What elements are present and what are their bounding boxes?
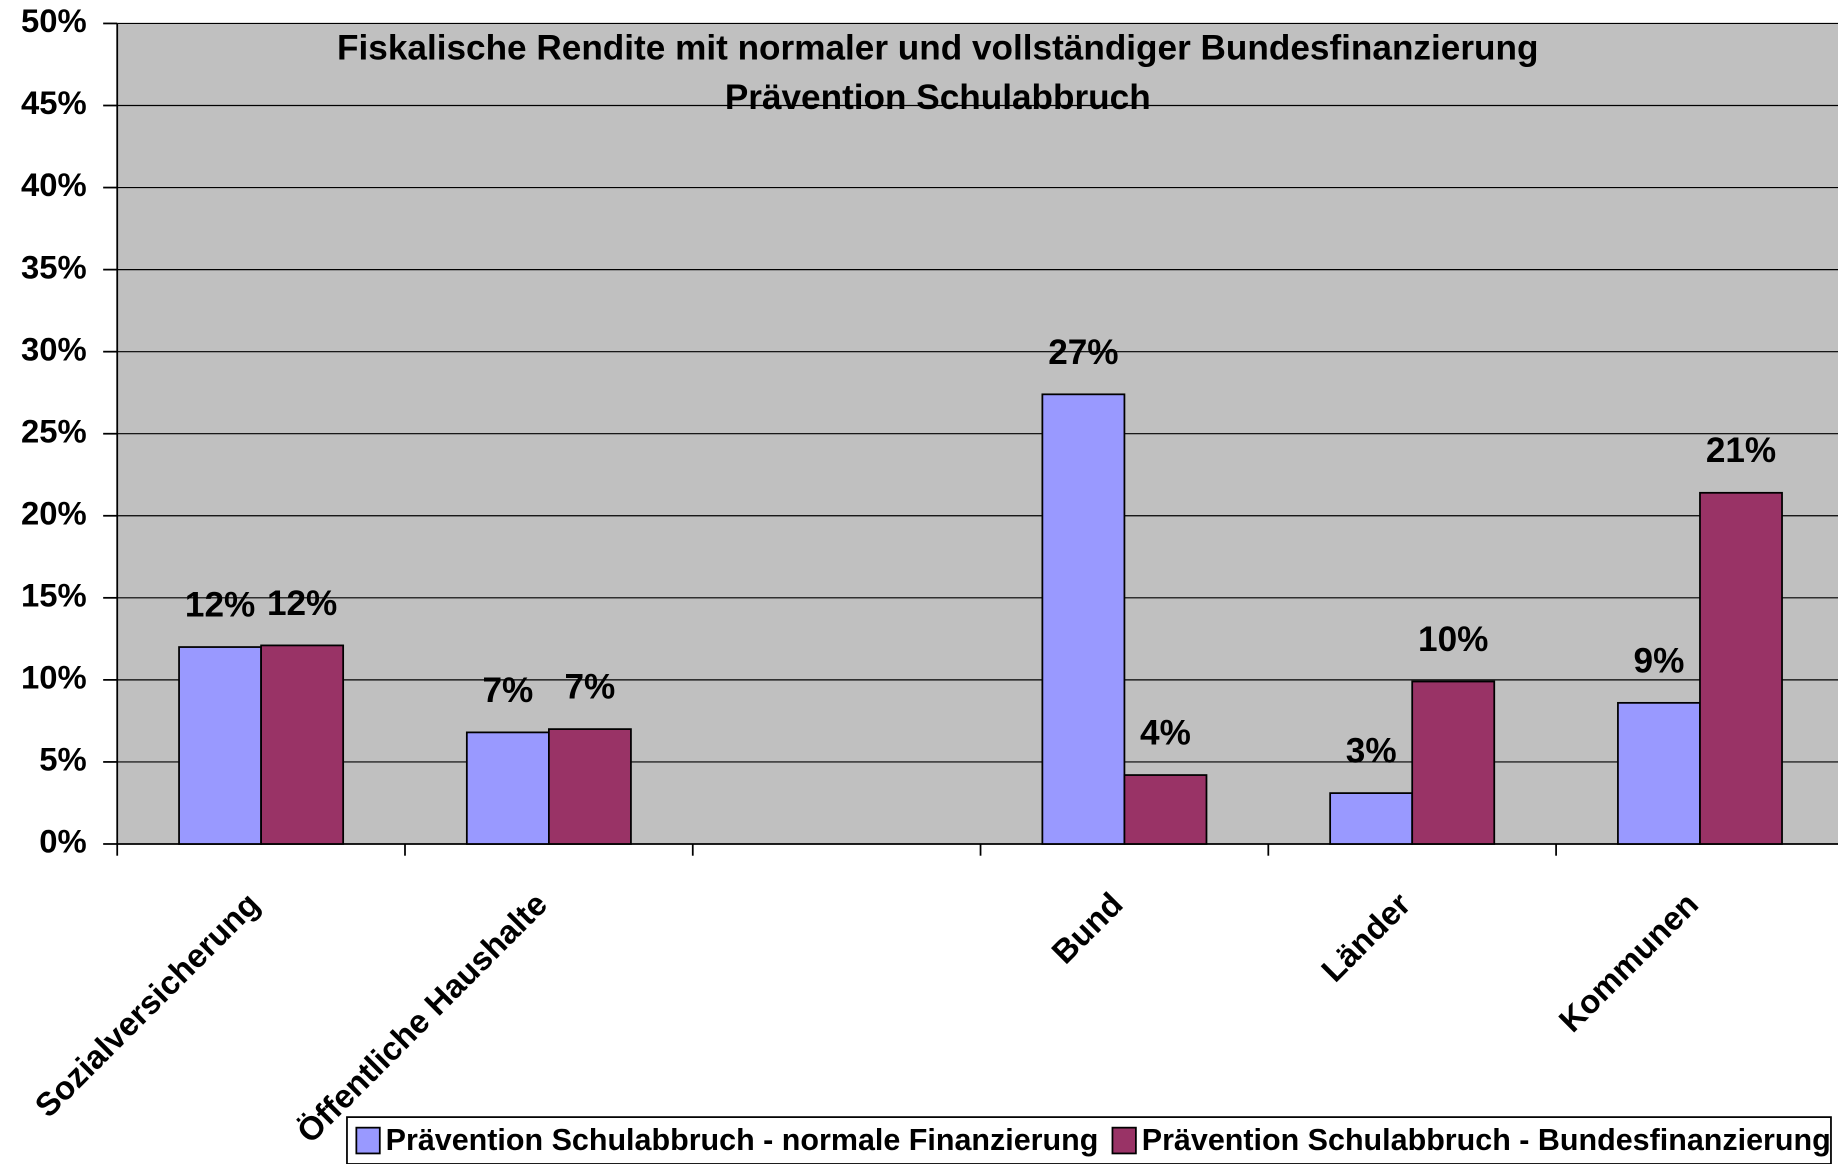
data-label: 7%	[565, 668, 616, 707]
data-label: 27%	[1048, 333, 1118, 372]
data-label: 12%	[267, 584, 337, 623]
bar	[1617, 701, 1701, 845]
x-tick-label: Länder	[1314, 885, 1418, 989]
y-tick-label: 40%	[21, 166, 87, 203]
x-tick-label: Kommunen	[1551, 885, 1705, 1039]
bar	[260, 644, 345, 845]
legend-label: Prävention Schulabbruch - normale Finanz…	[386, 1123, 1099, 1157]
x-tick-label: Sozialversicherung	[27, 885, 266, 1124]
y-tick-label: 0%	[39, 823, 86, 860]
bar	[1123, 774, 1208, 845]
y-tick-label: 25%	[21, 412, 87, 449]
data-label: 10%	[1418, 620, 1488, 659]
y-tick-label: 10%	[21, 659, 87, 696]
bar	[1041, 393, 1126, 845]
y-tick-label: 35%	[21, 248, 87, 285]
data-label: 7%	[482, 671, 533, 710]
bar	[1411, 680, 1496, 845]
y-tick-label: 50%	[21, 2, 87, 39]
data-label: 4%	[1140, 713, 1191, 752]
data-label: 9%	[1634, 641, 1685, 680]
x-tick-label: Öffentliche Haushalte	[289, 885, 554, 1150]
bar	[465, 731, 550, 845]
legend	[346, 1116, 1832, 1164]
y-tick-label: 5%	[39, 741, 86, 778]
data-label: 3%	[1346, 732, 1397, 771]
y-tick-label: 20%	[21, 494, 87, 531]
bar	[1329, 792, 1414, 845]
chart-subtitle: Prävention Schulabbruch	[725, 78, 1151, 117]
legend-swatch	[1111, 1126, 1137, 1155]
chart-title: Fiskalische Rendite mit normaler und vol…	[337, 29, 1538, 68]
y-tick-label: 30%	[21, 330, 87, 367]
bar	[1699, 491, 1783, 845]
bar	[548, 728, 632, 845]
y-tick-label: 15%	[21, 576, 87, 613]
data-label: 21%	[1706, 431, 1776, 470]
data-label: 12%	[185, 585, 255, 624]
bar	[178, 646, 262, 845]
legend-label: Prävention Schulabbruch - Bundesfinanzie…	[1142, 1123, 1831, 1157]
legend-swatch	[355, 1126, 381, 1155]
y-tick-label: 45%	[21, 84, 87, 121]
x-tick-label: Bund	[1044, 885, 1129, 970]
